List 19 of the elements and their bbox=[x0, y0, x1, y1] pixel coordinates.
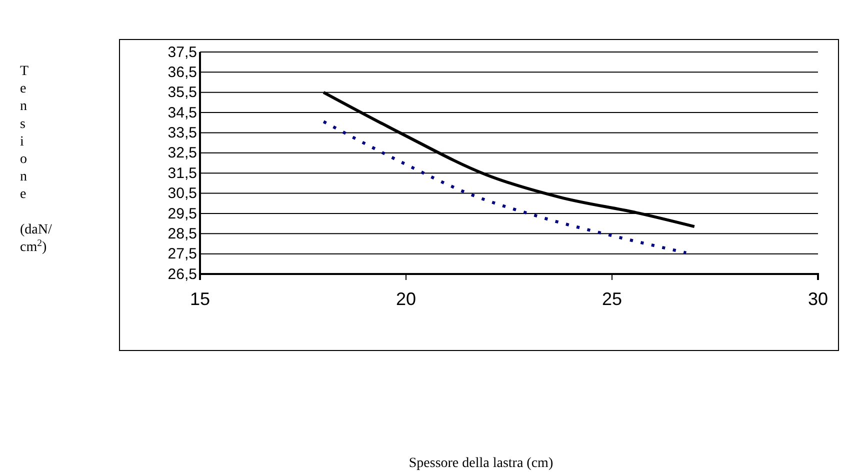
x-tick-label: 25 bbox=[602, 288, 622, 309]
y-tick-label: 37,5 bbox=[168, 44, 197, 61]
y-tick-label: 26,5 bbox=[168, 266, 197, 283]
x-tick-label: 20 bbox=[396, 288, 416, 309]
x-tick-label: 15 bbox=[190, 288, 210, 309]
y-tick-label: 35,5 bbox=[168, 84, 197, 102]
x-tick-label: 30 bbox=[808, 288, 828, 309]
y-tick-label: 28,5 bbox=[168, 225, 197, 242]
text: Tensione (daN/cm$^{2}$) bbox=[20, 64, 52, 255]
y-tick-label: 30,5 bbox=[168, 185, 197, 202]
y-tick-label: 27,5 bbox=[168, 246, 197, 263]
line-series bbox=[322, 120, 688, 254]
y-tick-label: 31,5 bbox=[168, 164, 197, 182]
y-tick-label: 32,5 bbox=[168, 144, 197, 162]
y-tick-label: 34,5 bbox=[168, 104, 197, 122]
y-tick-label: 33,5 bbox=[168, 124, 197, 142]
y-tick-label: 36,5 bbox=[168, 64, 197, 81]
y-tick-label: 29,5 bbox=[168, 205, 197, 222]
text: Spessore della lastra (cm) bbox=[408, 456, 554, 471]
